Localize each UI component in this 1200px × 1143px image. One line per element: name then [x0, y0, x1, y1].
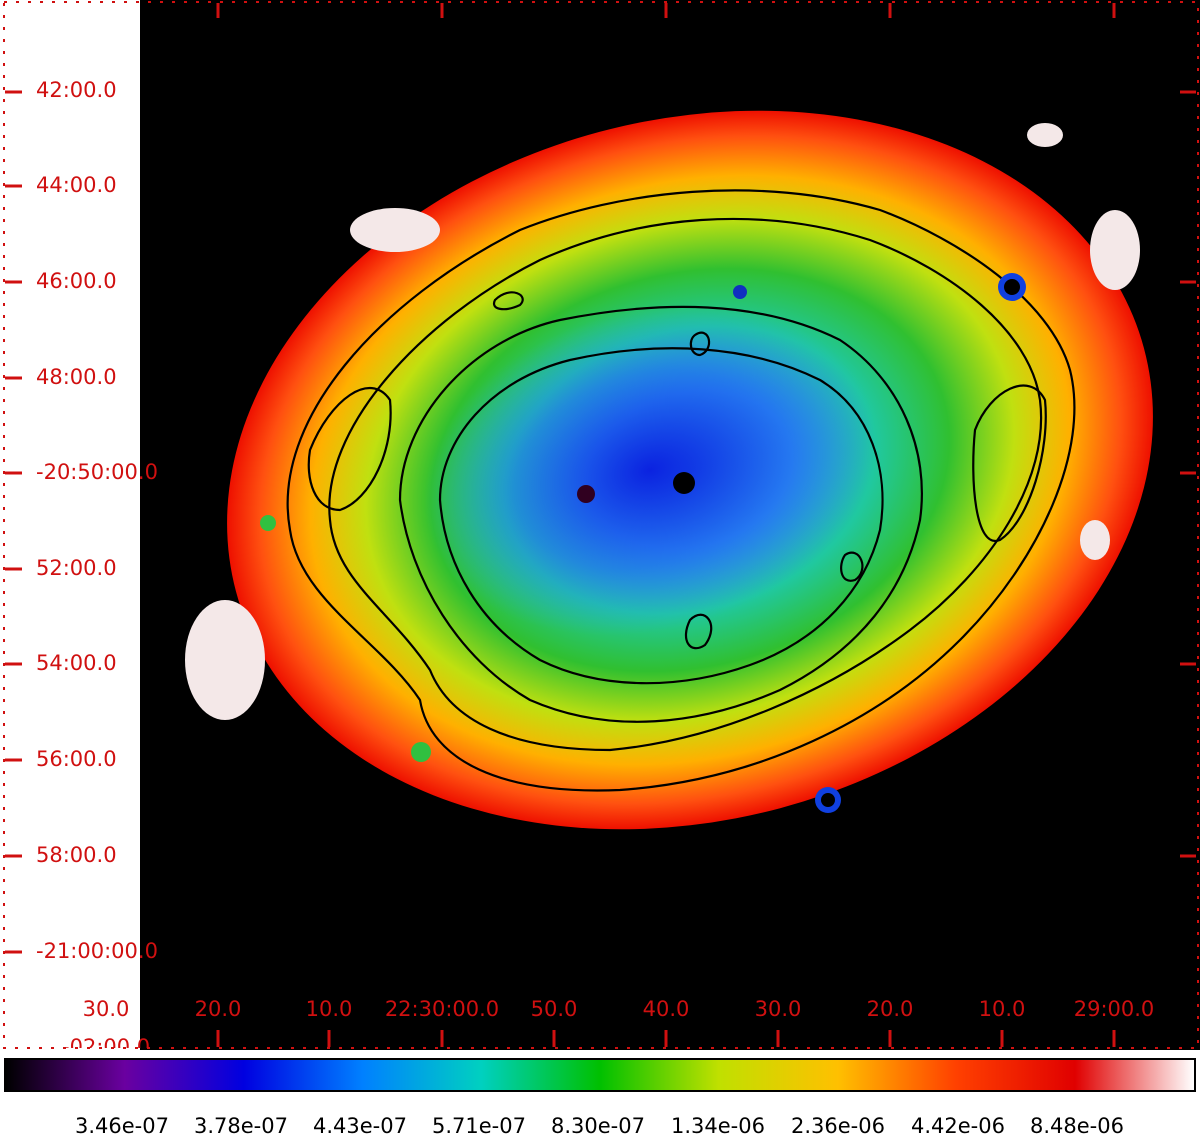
colorbar-label: 4.42e-06 [911, 1114, 1005, 1138]
dec-tick-label: -20:50:00.0 [36, 460, 158, 484]
ra-tick-label: 30.0 [82, 997, 130, 1021]
ra-tick-label: 10.0 [978, 997, 1026, 1021]
nebula-core [424, 304, 876, 636]
colorbar-label: 8.30e-07 [551, 1114, 645, 1138]
colorbar-label: 8.48e-06 [1030, 1114, 1124, 1138]
ra-partial-label: -02:00.0 [62, 1037, 150, 1048]
ra-tick-label: 22:30:00.0 [384, 997, 500, 1021]
ra-tick-label: 50.0 [530, 997, 578, 1021]
contours [286, 189, 1076, 792]
stars [260, 273, 1026, 813]
left-margin [0, 0, 145, 1050]
halo-fringe [185, 123, 1140, 720]
image-frame [3, 1, 1199, 1049]
nebula-image [0, 0, 1200, 1050]
dec-tick-label: 56:00.0 [36, 747, 117, 771]
ra-tick-label: 40.0 [642, 997, 690, 1021]
image-viewer[interactable]: 42:00.0 44:00.0 46:00.0 48:00.0 -20:50:0… [0, 0, 1200, 1050]
colorbar-label: 4.43e-07 [313, 1114, 407, 1138]
dec-tick-label: 54:00.0 [36, 651, 117, 675]
colorbar-label: 2.36e-06 [791, 1114, 885, 1138]
ra-tick-label: 20.0 [866, 997, 914, 1021]
dec-tick-label: 42:00.0 [36, 78, 117, 102]
dec-tick-label: 48:00.0 [36, 365, 117, 389]
colorbar-label: 1.34e-06 [671, 1114, 765, 1138]
dec-tick-label: 46:00.0 [36, 269, 117, 293]
colorbar-label: 3.46e-07 [75, 1114, 169, 1138]
dec-tick-label: 44:00.0 [36, 173, 117, 197]
ra-tick-label: 10.0 [305, 997, 353, 1021]
colorbar-label: 5.71e-07 [432, 1114, 526, 1138]
colorbar-label: 3.78e-07 [194, 1114, 288, 1138]
dec-tick-label: -21:00:00.0 [36, 939, 158, 963]
dec-tick-label: 58:00.0 [36, 843, 117, 867]
dec-tick-label: 52:00.0 [36, 556, 117, 580]
ra-tick-label: 20.0 [194, 997, 242, 1021]
tick-marks [5, 3, 1196, 1047]
ra-tick-label: 30.0 [754, 997, 802, 1021]
ra-tick-label: 29:00.0 [1073, 997, 1155, 1021]
colorbar[interactable] [4, 1058, 1196, 1092]
